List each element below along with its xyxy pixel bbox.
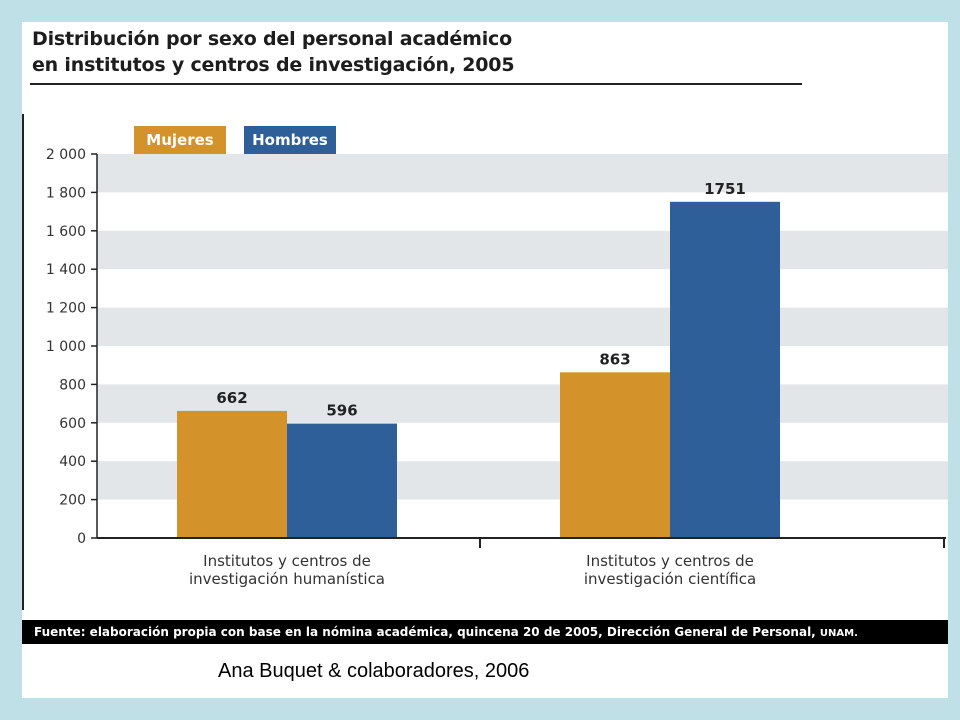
data-label: 1751 (704, 180, 746, 198)
source-label: Fuente: (34, 625, 86, 639)
x-tick-label: investigación humanística (189, 570, 385, 588)
bar-mujeres-1 (177, 410, 287, 538)
grid-bands (97, 154, 948, 500)
grid-band (97, 307, 948, 346)
bar-hombres-2 (670, 201, 780, 539)
legend-label-mujeres: Mujeres (146, 131, 213, 149)
y-tick-label: 0 (77, 531, 86, 547)
title-rule (30, 83, 802, 85)
slide: Distribución por sexo del personal acadé… (22, 22, 948, 698)
y-tick-label: 1 600 (46, 224, 86, 240)
x-tick-label: Institutos y centros de (203, 552, 371, 570)
y-tick-label: 2 000 (46, 147, 86, 163)
y-tick-label: 400 (59, 454, 86, 470)
y-tick-label: 1 800 (46, 185, 86, 201)
chart-title: Distribución por sexo del personal acadé… (32, 26, 515, 78)
legend-swatch-hombres (244, 126, 336, 154)
title-line-1: Distribución por sexo del personal acadé… (32, 28, 512, 50)
data-label: 863 (599, 350, 630, 368)
bar-chart: Mujeres Hombres 0 200 400 600 800 1 000 1 200 1 … (46, 126, 948, 588)
source-org: UNAM. (819, 628, 858, 639)
bars: 662 596 863 1751 (177, 180, 780, 539)
data-label: 662 (216, 389, 247, 407)
source-text: elaboración propia con base en la nómina… (85, 625, 820, 639)
legend-swatch-mujeres (134, 126, 226, 154)
legend-label-hombres: Hombres (252, 131, 328, 149)
y-tick-label: 200 (59, 493, 86, 509)
bar-hombres-1 (287, 423, 397, 538)
y-tick-label: 1 200 (46, 301, 86, 317)
legend: Mujeres Hombres (134, 126, 336, 154)
y-tick-label: 600 (59, 416, 86, 432)
y-tick-label: 1 400 (46, 262, 86, 278)
grid-band (97, 154, 948, 193)
left-rule (22, 114, 24, 610)
title-line-2: en institutos y centros de investigación… (32, 54, 515, 76)
x-tick-label: investigación científica (584, 570, 756, 588)
y-tick-label: 1 000 (46, 339, 86, 355)
grid-band (97, 230, 948, 270)
x-tick-label: Institutos y centros de (586, 552, 754, 570)
bar-mujeres-2 (560, 372, 670, 538)
y-tick-label: 800 (59, 377, 86, 393)
credit: Ana Buquet & colaboradores, 2006 (218, 660, 530, 682)
source-bar: Fuente: elaboración propia con base en l… (22, 620, 948, 644)
y-axis: 0 200 400 600 800 1 000 1 200 1 400 1 600 1 800 2 … (46, 147, 98, 547)
data-label: 596 (326, 402, 357, 420)
